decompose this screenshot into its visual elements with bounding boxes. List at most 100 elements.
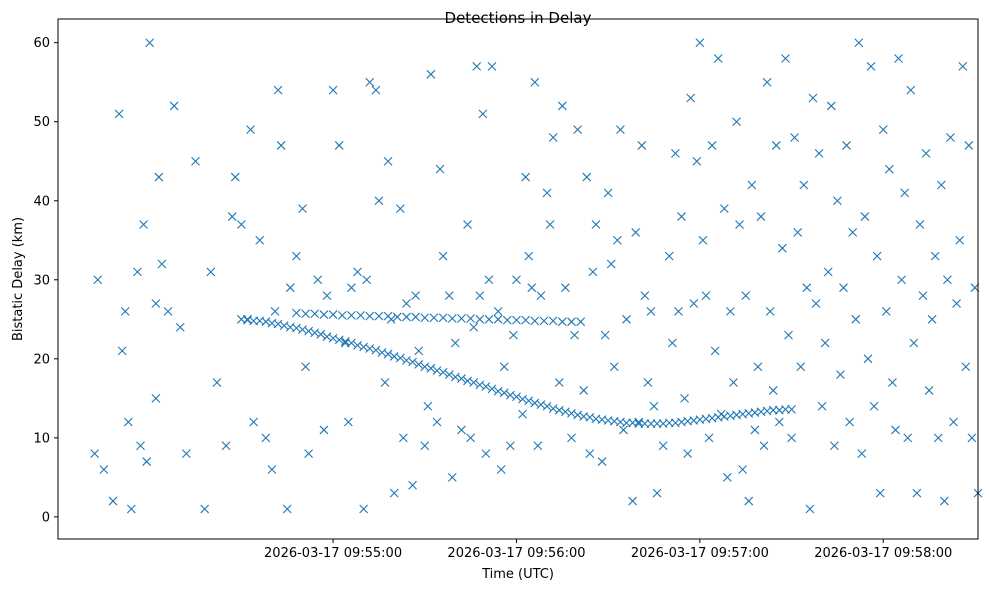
data-point-clutter <box>328 85 338 95</box>
data-point-track-upper <box>310 309 320 319</box>
data-point-track-upper <box>337 310 347 320</box>
data-point-clutter <box>707 141 717 150</box>
data-point-clutter <box>606 259 616 269</box>
data-point-track-descending <box>438 367 448 377</box>
data-point-track-upper <box>319 310 329 319</box>
data-point-clutter <box>597 457 607 466</box>
data-point-clutter <box>777 243 787 253</box>
data-point-clutter <box>261 433 271 443</box>
data-point-clutter <box>560 283 570 293</box>
data-point-track-descending <box>585 412 595 422</box>
x-axis-title: Time (UTC) <box>481 567 554 582</box>
data-point-clutter <box>674 307 683 316</box>
data-point-clutter <box>958 62 968 71</box>
y-tick-label: 50 <box>33 115 50 130</box>
data-point-clutter <box>340 338 350 348</box>
data-point-clutter <box>839 283 848 293</box>
data-point-clutter <box>246 125 255 135</box>
data-point-track-descending <box>646 419 656 429</box>
data-point-track-descending <box>347 338 356 348</box>
data-point-clutter <box>768 386 778 395</box>
data-point-track-descending <box>781 405 790 414</box>
data-point-track-upper <box>374 311 384 321</box>
x-tick-label: 2026-03-17 09:57:00 <box>631 546 769 561</box>
data-point-track-upper <box>328 310 338 319</box>
data-point-clutter <box>432 417 442 427</box>
data-point-clutter <box>915 220 925 229</box>
data-point-clutter <box>664 251 674 261</box>
data-point-track-descending <box>304 326 314 336</box>
data-point-clutter <box>481 449 491 459</box>
data-point-clutter <box>759 441 769 451</box>
data-point-clutter <box>93 275 103 285</box>
data-point-clutter <box>322 291 332 300</box>
data-point-clutter <box>521 172 531 182</box>
data-point-clutter <box>227 212 237 221</box>
data-point-clutter <box>634 417 644 427</box>
data-point-clutter <box>943 275 952 285</box>
data-point-clutter <box>704 433 714 443</box>
data-point-track-upper <box>402 312 411 322</box>
data-points <box>90 38 983 514</box>
data-point-clutter <box>814 148 824 158</box>
data-point-clutter <box>646 307 656 316</box>
data-point-track-descending <box>548 404 558 413</box>
data-point-track-descending <box>432 366 442 376</box>
data-point-track-descending <box>414 359 424 369</box>
data-point-track-upper <box>576 317 586 327</box>
data-point-clutter <box>414 346 424 356</box>
data-point-track-upper <box>429 313 439 323</box>
data-point-clutter <box>897 275 906 285</box>
data-point-track-upper <box>457 314 466 323</box>
data-point-clutter <box>845 417 855 427</box>
y-tick-label: 40 <box>33 194 50 209</box>
x-tick-label: 2026-03-17 09:55:00 <box>264 546 402 561</box>
data-point-clutter <box>741 291 751 300</box>
data-point-clutter <box>823 267 833 277</box>
data-point-clutter <box>701 291 711 300</box>
data-point-clutter <box>282 504 292 514</box>
data-point-clutter <box>729 378 738 387</box>
data-point-track-upper <box>438 313 448 323</box>
data-point-track-upper <box>292 308 301 318</box>
data-point-track-descending <box>292 323 301 333</box>
data-point-clutter <box>826 101 836 111</box>
data-point-clutter <box>567 433 576 443</box>
data-point-track-upper <box>356 310 365 320</box>
data-point-clutter <box>444 291 454 300</box>
data-point-track-descending <box>499 388 509 398</box>
data-point-clutter <box>857 449 867 459</box>
data-point-clutter <box>154 172 164 182</box>
data-point-clutter <box>206 267 216 277</box>
data-point-track-descending <box>334 335 344 345</box>
data-point-clutter <box>383 156 393 166</box>
data-point-clutter <box>753 362 763 372</box>
data-point-track-descending <box>353 340 362 350</box>
data-point-clutter <box>585 449 595 459</box>
data-point-track-descending <box>524 396 534 406</box>
data-point-clutter <box>512 275 521 285</box>
data-point-clutter <box>964 141 974 150</box>
data-point-clutter <box>191 156 200 166</box>
data-point-clutter <box>781 54 790 63</box>
data-point-clutter <box>142 457 152 466</box>
data-point-clutter <box>744 496 754 506</box>
data-point-clutter <box>139 220 148 229</box>
data-point-track-descending <box>273 319 283 329</box>
data-point-track-descending <box>493 386 503 396</box>
data-point-clutter <box>927 314 937 324</box>
y-tick-label: 10 <box>33 431 50 446</box>
data-point-track-upper <box>347 310 356 320</box>
data-point-track-upper <box>539 316 549 326</box>
data-point-clutter <box>582 172 592 182</box>
data-point-track-descending <box>365 344 375 353</box>
data-point-clutter <box>842 141 851 150</box>
data-point-clutter <box>909 338 919 348</box>
data-point-clutter <box>784 330 793 340</box>
data-point-track-descending <box>444 370 454 380</box>
data-point-clutter <box>866 62 876 71</box>
data-point-clutter <box>570 330 579 340</box>
data-point-clutter <box>319 425 329 435</box>
data-point-track-descending <box>536 400 546 410</box>
data-point-clutter <box>472 62 482 71</box>
